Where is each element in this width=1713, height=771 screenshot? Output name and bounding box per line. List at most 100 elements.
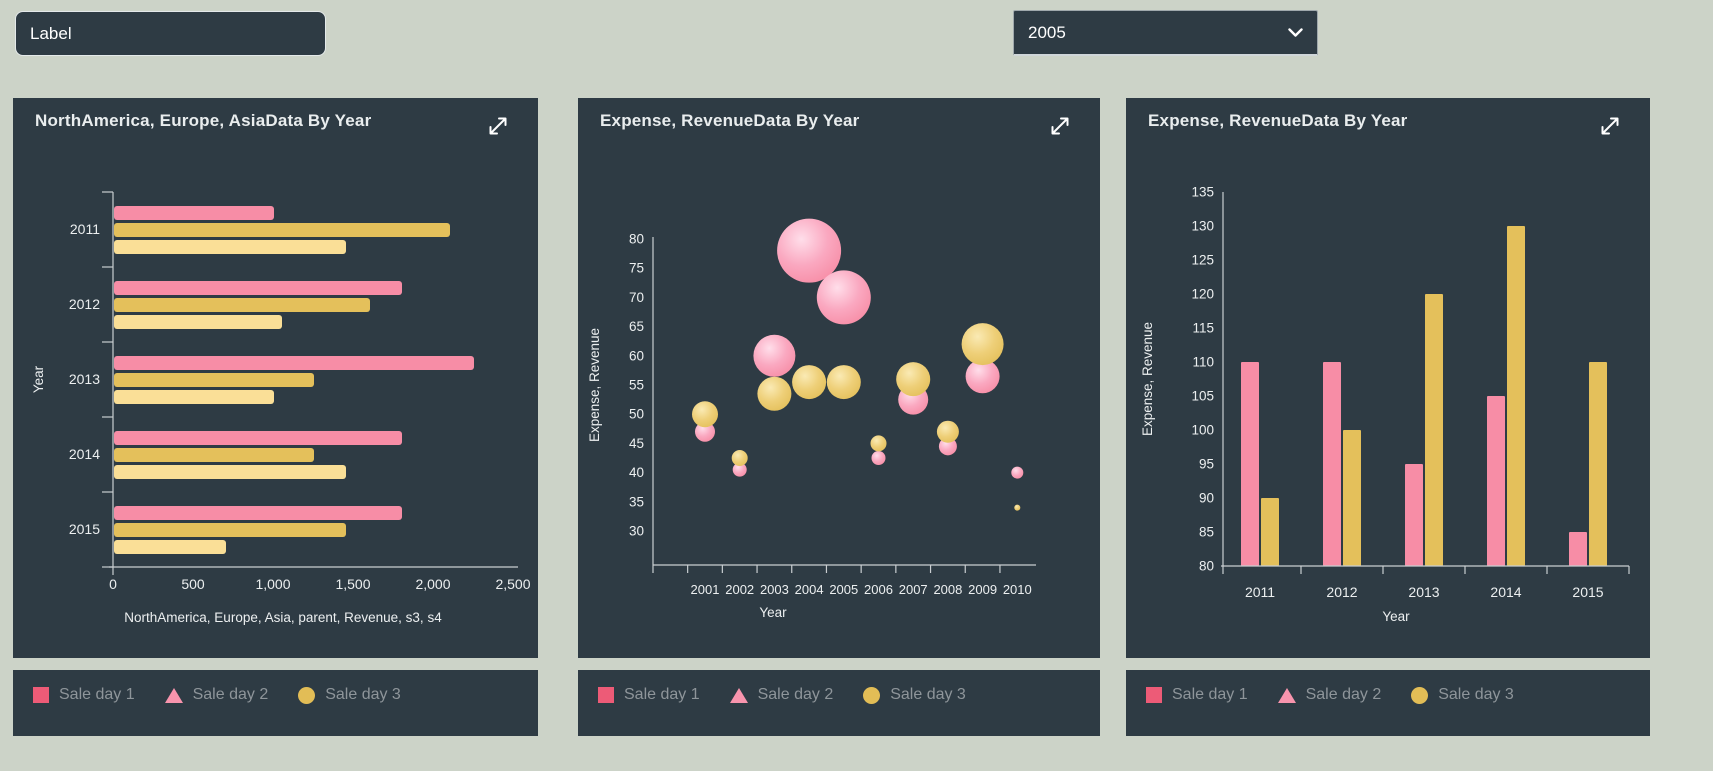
legend-item[interactable]: Sale day 1 xyxy=(1146,683,1248,707)
svg-text:Year: Year xyxy=(31,365,46,393)
svg-text:135: 135 xyxy=(1191,185,1214,200)
svg-text:2007: 2007 xyxy=(899,582,928,597)
legend-marker-circle xyxy=(863,686,881,704)
svg-text:Year: Year xyxy=(759,605,787,620)
svg-text:2006: 2006 xyxy=(864,582,893,597)
svg-text:Expense, Revenue: Expense, Revenue xyxy=(587,328,602,442)
legend-item-label: Sale day 2 xyxy=(192,686,269,703)
legend-item[interactable]: Sale day 2 xyxy=(1277,683,1382,707)
chart-title: Expense, RevenueData By Year xyxy=(1148,111,1408,130)
svg-text:2004: 2004 xyxy=(795,582,824,597)
legend-item-label: Sale day 3 xyxy=(1438,686,1514,703)
svg-text:NorthAmerica, Europe, Asia, pa: NorthAmerica, Europe, Asia, parent, Reve… xyxy=(124,610,442,625)
svg-text:70: 70 xyxy=(629,290,644,305)
legend-item[interactable]: Sale day 1 xyxy=(33,683,135,707)
bubble-series-1 xyxy=(695,218,1024,479)
legend-item[interactable]: Sale day 1 xyxy=(598,683,700,707)
svg-text:50: 50 xyxy=(629,407,644,422)
vertical-bar-chart: 80 85 90 95 100 105 110 115 120 125 130 135 2011 2012… xyxy=(1140,185,1630,624)
legend-marker-circle xyxy=(298,686,316,704)
svg-text:2012: 2012 xyxy=(69,296,100,312)
svg-text:55: 55 xyxy=(629,378,644,393)
svg-text:2015: 2015 xyxy=(1572,584,1603,600)
svg-text:2,500: 2,500 xyxy=(495,576,530,592)
legend-item[interactable]: Sale day 3 xyxy=(863,683,966,707)
axes: 2011 2012 2013 2014 2015 0 500 1,000 1,500 2,000 2… xyxy=(31,191,531,625)
svg-text:65: 65 xyxy=(629,319,644,334)
svg-text:100: 100 xyxy=(1191,423,1214,438)
legend-item[interactable]: Sale day 3 xyxy=(1411,683,1514,707)
svg-text:75: 75 xyxy=(629,261,644,276)
svg-text:60: 60 xyxy=(629,348,644,363)
bubble-chart: 30 35 40 45 50 55 60 65 70 75 80 2001 2002 2003 2004 20… xyxy=(587,218,1036,620)
legend-item[interactable]: Sale day 3 xyxy=(298,683,401,707)
legend-item-label: Sale day 2 xyxy=(757,686,834,703)
svg-text:2003: 2003 xyxy=(760,582,789,597)
expand-button[interactable] xyxy=(1596,112,1624,140)
svg-text:2010: 2010 xyxy=(1003,582,1032,597)
svg-text:2009: 2009 xyxy=(968,582,997,597)
label-input[interactable] xyxy=(15,11,326,56)
svg-text:Expense, Revenue: Expense, Revenue xyxy=(1140,322,1155,436)
expand-icon xyxy=(489,117,507,135)
legend-marker-triangle xyxy=(1277,687,1296,703)
legend-item-label: Sale day 3 xyxy=(890,686,966,703)
bar-series-2 xyxy=(114,223,450,537)
svg-text:2001: 2001 xyxy=(691,582,720,597)
bar-series-2 xyxy=(1261,226,1607,566)
plot-area: 2011 2012 2013 2014 2015 0 500 1,000 1,500 2,000 2… xyxy=(31,191,531,625)
svg-text:35: 35 xyxy=(629,494,644,509)
svg-text:2002: 2002 xyxy=(725,582,754,597)
svg-text:2,000: 2,000 xyxy=(415,576,450,592)
legend-item-label: Sale day 1 xyxy=(59,686,135,703)
year-select-value: 2005 xyxy=(1028,22,1066,42)
legend-bar: Sale day 1 Sale day 2 Sale day 3 xyxy=(1126,670,1650,736)
svg-text:80: 80 xyxy=(1199,559,1214,574)
axes: 80 85 90 95 100 105 110 115 120 125 130 135 2011 2012… xyxy=(1140,185,1630,624)
svg-text:120: 120 xyxy=(1191,287,1214,302)
svg-text:85: 85 xyxy=(1199,525,1214,540)
legend-item[interactable]: Sale day 2 xyxy=(164,683,269,707)
svg-text:95: 95 xyxy=(1199,457,1214,472)
svg-text:30: 30 xyxy=(629,524,644,539)
svg-text:0: 0 xyxy=(109,576,117,592)
legend-item[interactable]: Sale day 2 xyxy=(729,683,834,707)
horizontal-bar-chart: 2011 2012 2013 2014 2015 0 500 1,000 1,500 2,000 2… xyxy=(31,191,531,625)
svg-text:2011: 2011 xyxy=(1245,584,1275,600)
expand-icon xyxy=(1051,117,1069,135)
axes: 30 35 40 45 50 55 60 65 70 75 80 2001 2002 2003 2004 20… xyxy=(587,232,1036,620)
legend-bar: Sale day 1 Sale day 2 Sale day 3 xyxy=(578,670,1100,736)
expand-button[interactable] xyxy=(484,112,512,140)
expand-icon xyxy=(1601,117,1619,135)
panel-bubble-chart: 30 35 40 45 50 55 60 65 70 75 80 2001 2002 2003 2004 20… xyxy=(578,98,1100,658)
svg-text:2005: 2005 xyxy=(829,582,858,597)
year-select[interactable]: 2005 xyxy=(1013,10,1318,56)
svg-text:115: 115 xyxy=(1192,321,1214,336)
svg-text:1,000: 1,000 xyxy=(255,576,290,592)
legend-bar: Sale day 1 Sale day 2 Sale day 3 xyxy=(13,670,538,736)
legend-item-label: Sale day 3 xyxy=(325,686,401,703)
legend-marker-circle xyxy=(1411,686,1429,704)
svg-text:125: 125 xyxy=(1191,253,1214,268)
svg-text:500: 500 xyxy=(181,576,205,592)
bubble-series-2 xyxy=(692,323,1021,511)
svg-text:2011: 2011 xyxy=(70,221,100,237)
panel-vertical-bar-chart: 80 85 90 95 100 105 110 115 120 125 130 135 2011 2012… xyxy=(1126,98,1650,658)
legend-item-label: Sale day 2 xyxy=(1305,686,1382,703)
plot-area: 80 85 90 95 100 105 110 115 120 125 130 135 2011 2012… xyxy=(1140,185,1630,624)
bar-series-1 xyxy=(114,206,474,520)
expand-button[interactable] xyxy=(1046,112,1074,140)
svg-text:130: 130 xyxy=(1191,219,1214,234)
legend-item-label: Sale day 1 xyxy=(1172,686,1248,703)
legend-item-label: Sale day 1 xyxy=(624,686,700,703)
chart-title: Expense, RevenueData By Year xyxy=(600,111,860,130)
svg-text:40: 40 xyxy=(629,465,644,480)
svg-text:90: 90 xyxy=(1199,491,1214,506)
panel-horizontal-bar-chart: 2011 2012 2013 2014 2015 0 500 1,000 1,500 2,000 2… xyxy=(13,98,538,658)
svg-text:45: 45 xyxy=(629,436,644,451)
svg-text:2012: 2012 xyxy=(1326,584,1357,600)
svg-text:Year: Year xyxy=(1382,609,1410,624)
svg-text:1,500: 1,500 xyxy=(335,576,370,592)
svg-text:2015: 2015 xyxy=(69,521,100,537)
chevron-down-icon xyxy=(1288,27,1303,37)
